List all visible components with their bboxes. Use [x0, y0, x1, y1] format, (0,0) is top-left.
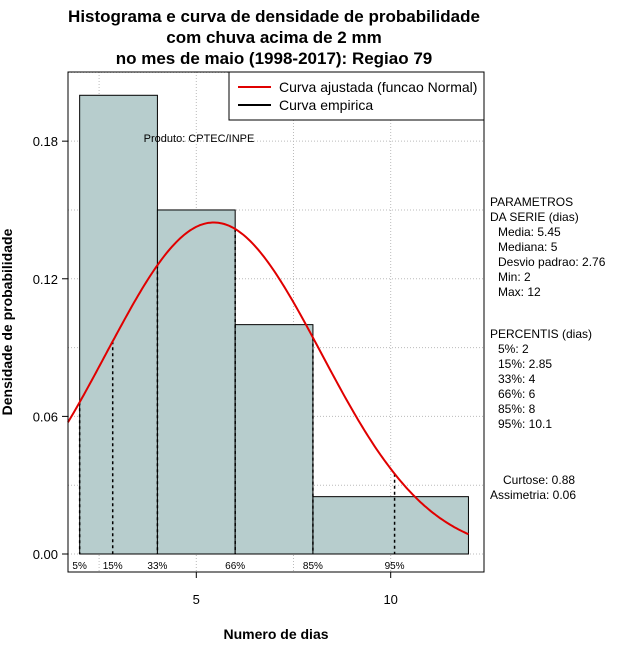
chart-title-line-1: Histograma e curva de densidade de proba…	[68, 7, 480, 26]
percentil-15: 15%: 2.85	[498, 357, 552, 371]
percentile-label-2: 33%	[147, 561, 167, 572]
param-mediana: Mediana: 5	[498, 240, 558, 254]
percentil-33: 33%: 4	[498, 372, 536, 386]
normal-curve	[67, 221, 469, 536]
legend: Curva ajustada (funcao Normal) Curva emp…	[228, 71, 485, 121]
percentile-label-0: 5%	[72, 561, 87, 572]
curtose: Curtose: 0.88	[503, 473, 575, 487]
histogram-bar-0	[79, 94, 158, 555]
assimetria: Assimetria: 0.06	[490, 488, 576, 502]
y-tick-label-3: 0.18	[33, 134, 58, 149]
percentile-label-1: 15%	[103, 561, 123, 572]
params-title-2: DA SERIE (dias)	[490, 210, 579, 224]
histogram-bar-1	[156, 209, 236, 555]
x-axis-label: Numero de dias	[223, 626, 328, 642]
y-tick-label-0: 0.00	[33, 547, 58, 562]
y-tick-label-2: 0.12	[33, 272, 58, 287]
percentil-85: 85%: 8	[498, 402, 536, 416]
param-max: Max: 12	[498, 285, 541, 299]
percentil-5: 5%: 2	[498, 342, 529, 356]
legend-label-normal: Curva ajustada (funcao Normal)	[279, 79, 477, 95]
param-media: Media: 5.45	[498, 225, 561, 239]
percentile-labels: 5% 15% 33% 66% 85% 95%	[72, 561, 404, 572]
percentile-label-3: 66%	[225, 561, 245, 572]
percentile-label-5: 95%	[385, 561, 405, 572]
percentil-95: 95%: 10.1	[498, 417, 552, 431]
params-title-1: PARAMETROS	[490, 195, 573, 209]
percentil-66: 66%: 6	[498, 387, 536, 401]
x-tick-label-0: 5	[193, 592, 200, 607]
percentile-label-4: 85%	[303, 561, 323, 572]
x-tick-label-1: 10	[383, 592, 397, 607]
x-axis: 5 10	[193, 572, 398, 607]
param-desvio: Desvio padrao: 2.76	[498, 255, 606, 269]
source-label: Produto: CPTEC/INPE	[144, 133, 255, 145]
y-tick-label-1: 0.06	[33, 409, 58, 424]
y-axis: 0.00 0.06 0.12 0.18	[33, 134, 68, 562]
histogram-bar-2	[234, 324, 314, 555]
stats-panel: PARAMETROS DA SERIE (dias) Media: 5.45 M…	[490, 195, 606, 502]
legend-box	[228, 71, 485, 121]
legend-label-empirical: Curva empirica	[279, 97, 373, 113]
chart-title-line-2: com chuva acima de 2 mm	[166, 28, 381, 47]
percentile-lines	[78, 228, 396, 554]
y-axis-label: Densidade de probabilidade	[0, 228, 15, 415]
param-min: Min: 2	[498, 270, 531, 284]
percentis-title: PERCENTIS (dias)	[490, 327, 592, 341]
histogram-bar-3	[312, 496, 469, 555]
chart-title-line-3: no mes de maio (1998-2017): Regiao 79	[116, 49, 433, 68]
